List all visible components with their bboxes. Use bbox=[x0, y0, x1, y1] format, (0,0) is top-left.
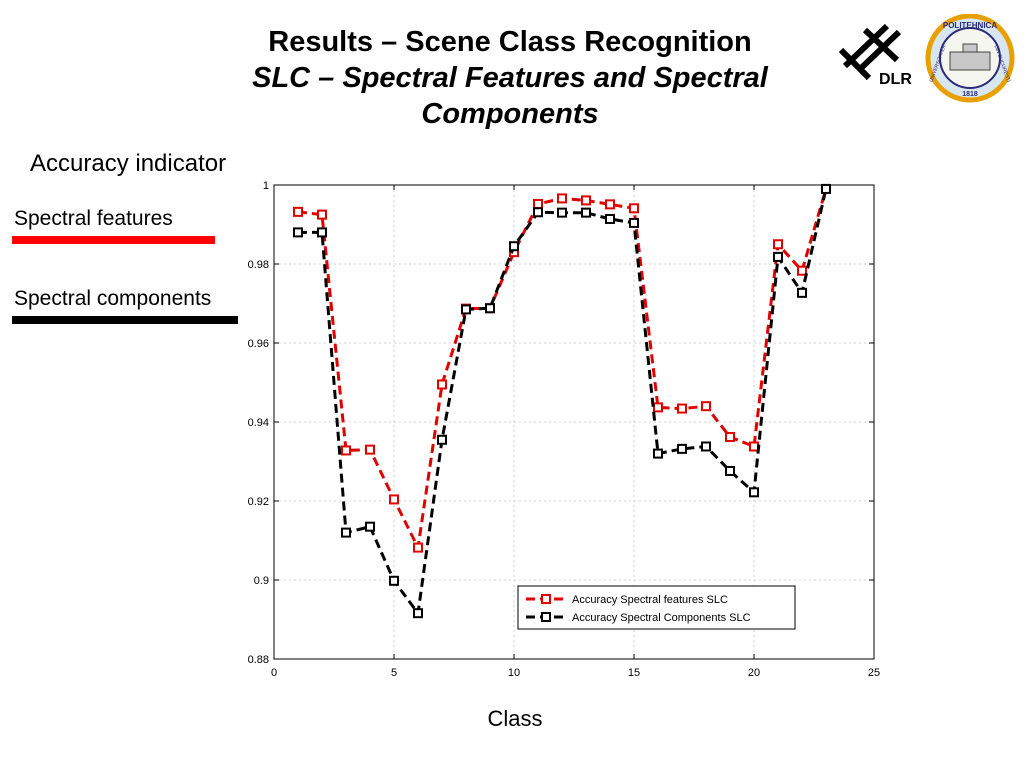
data-point bbox=[389, 494, 399, 505]
data-point bbox=[581, 195, 591, 206]
data-point bbox=[605, 213, 615, 224]
data-point bbox=[701, 401, 711, 412]
data-point bbox=[773, 251, 783, 262]
data-point bbox=[773, 239, 783, 250]
data-point bbox=[821, 183, 831, 194]
data-point bbox=[629, 217, 639, 228]
y-tick-label: 0.9 bbox=[254, 575, 269, 587]
side-legend-spectral-features-bar bbox=[12, 236, 215, 244]
slide-title-block: Results – Scene Class Recognition SLC – … bbox=[150, 24, 870, 132]
data-point bbox=[437, 434, 447, 445]
legend-box bbox=[517, 585, 796, 630]
x-tick-label: 25 bbox=[868, 667, 880, 679]
data-point bbox=[557, 193, 567, 204]
data-point bbox=[797, 265, 807, 276]
y-tick-label: 0.94 bbox=[248, 417, 269, 429]
x-axis-label: Class bbox=[487, 706, 543, 731]
y-tick-label: 1 bbox=[263, 180, 269, 192]
data-point bbox=[341, 445, 351, 456]
politehnica-seal: POLITEHNICA UNIVERSITATEA DIN BUCURESTI … bbox=[925, 14, 1015, 103]
logos: DLR POLITEHNICA UNIVERSITATEA DIN BUCURE… bbox=[838, 14, 1015, 103]
data-point bbox=[461, 304, 471, 315]
data-point bbox=[293, 206, 303, 217]
chart-series bbox=[293, 183, 831, 619]
y-tick-label: 0.88 bbox=[248, 654, 269, 666]
chart-grid bbox=[274, 185, 874, 659]
data-point bbox=[653, 448, 663, 459]
slide-subtitle-line1: SLC – Spectral Features and Spectral bbox=[252, 62, 768, 94]
dlr-logo: DLR bbox=[838, 23, 912, 88]
data-point bbox=[485, 303, 495, 314]
data-point bbox=[341, 527, 351, 538]
data-point bbox=[413, 542, 423, 553]
side-legend-spectral-components: Spectral components bbox=[14, 287, 212, 310]
legend-entry-2: Accuracy Spectral Components SLC bbox=[526, 612, 751, 624]
series-line bbox=[298, 188, 828, 618]
accuracy-indicator-label: Accuracy indicator bbox=[30, 150, 227, 177]
data-point bbox=[533, 207, 543, 218]
data-point bbox=[317, 227, 327, 238]
data-point bbox=[581, 207, 591, 218]
y-axis-ticks: 0.88 0.9 0.92 0.94 0.96 0.98 1 bbox=[248, 180, 874, 666]
data-point bbox=[317, 209, 327, 220]
data-point bbox=[749, 487, 759, 498]
data-point bbox=[725, 432, 735, 443]
legend-label: Accuracy Spectral Components SLC bbox=[572, 612, 751, 624]
slide-subtitle-line2: Components bbox=[421, 98, 599, 130]
data-point bbox=[557, 207, 567, 218]
data-point bbox=[677, 443, 687, 454]
series-line bbox=[297, 188, 828, 553]
data-point bbox=[365, 521, 375, 532]
data-point bbox=[533, 198, 543, 209]
legend-marker bbox=[541, 612, 551, 622]
data-point bbox=[365, 444, 375, 455]
data-point bbox=[509, 241, 519, 252]
data-point bbox=[701, 441, 711, 452]
data-point bbox=[677, 403, 687, 414]
data-point bbox=[797, 287, 807, 298]
data-point bbox=[605, 199, 615, 210]
data-point bbox=[413, 608, 423, 619]
y-tick-label: 0.96 bbox=[248, 338, 269, 350]
y-tick-label: 0.92 bbox=[248, 496, 269, 508]
seal-year: 1818 bbox=[962, 91, 978, 98]
data-point bbox=[389, 575, 399, 586]
data-point bbox=[653, 402, 663, 413]
data-point bbox=[629, 203, 639, 214]
side-legend-spectral-components-bar bbox=[12, 316, 238, 324]
x-tick-label: 20 bbox=[748, 667, 760, 679]
slide-title: Results – Scene Class Recognition bbox=[268, 26, 752, 58]
legend-marker bbox=[541, 594, 551, 604]
side-legend-spectral-features: Spectral features bbox=[14, 207, 173, 230]
x-tick-label: 10 bbox=[508, 667, 520, 679]
x-tick-label: 15 bbox=[628, 667, 640, 679]
legend-label: Accuracy Spectral features SLC bbox=[572, 594, 728, 606]
x-tick-label: 5 bbox=[391, 667, 397, 679]
legend-entry-1: Accuracy Spectral features SLC bbox=[526, 594, 728, 606]
seal-top-text: POLITEHNICA bbox=[943, 21, 997, 30]
dlr-logo-text: DLR bbox=[879, 71, 912, 88]
data-point bbox=[437, 379, 447, 390]
x-axis-ticks: 0 5 10 15 20 25 bbox=[271, 185, 880, 679]
data-point bbox=[749, 441, 759, 452]
y-tick-label: 0.98 bbox=[248, 259, 269, 271]
data-point bbox=[293, 227, 303, 238]
data-point bbox=[725, 465, 735, 476]
chart-legend: Accuracy Spectral features SLC Accuracy S… bbox=[517, 585, 796, 630]
series-2 bbox=[293, 183, 831, 619]
x-tick-label: 0 bbox=[271, 667, 277, 679]
